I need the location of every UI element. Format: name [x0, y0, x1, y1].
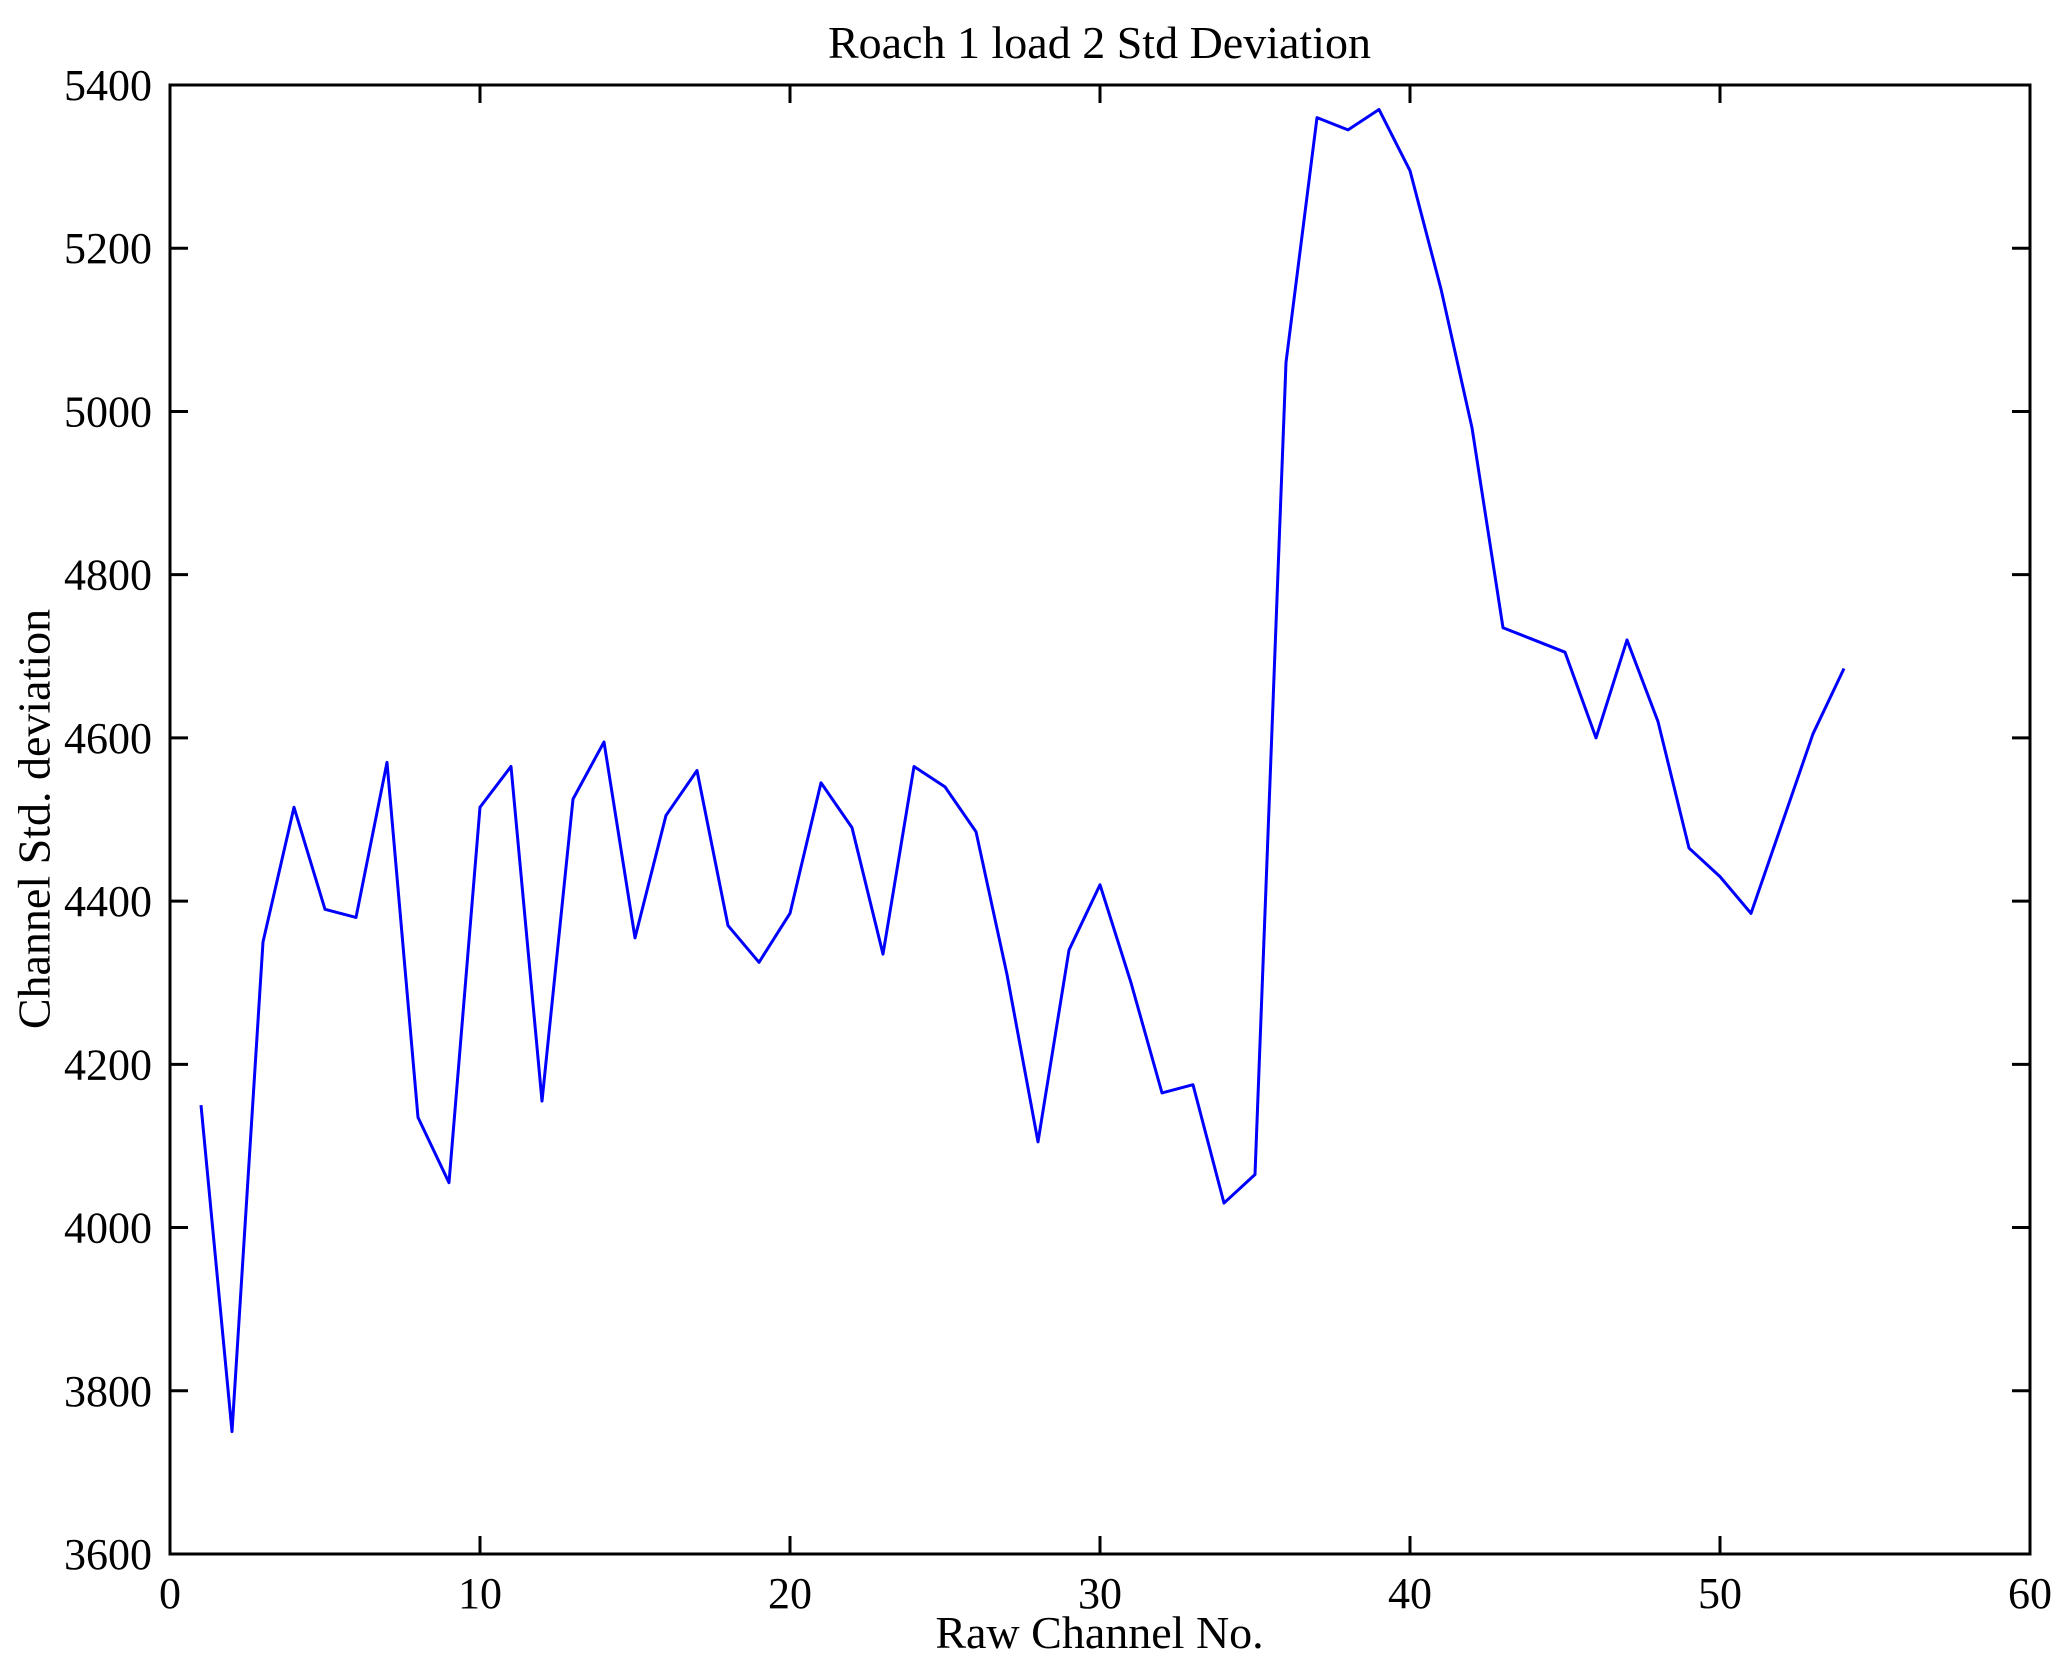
x-tick-label: 10	[458, 1569, 502, 1618]
y-tick-label: 4800	[64, 551, 152, 600]
y-tick-label: 3600	[64, 1530, 152, 1579]
plot-box	[168, 83, 2032, 1556]
y-tick-label: 4000	[64, 1204, 152, 1253]
y-tick-label: 5400	[64, 61, 152, 110]
y-tick-label: 4200	[64, 1040, 152, 1089]
y-tick-label: 5000	[64, 387, 152, 436]
x-axis-label: Raw Channel No.	[935, 1607, 1264, 1658]
y-tick-label: 5200	[64, 224, 152, 273]
y-tick-label: 3800	[64, 1367, 152, 1416]
y-axis-label: Channel Std. deviation	[8, 608, 60, 1030]
x-tick-label: 20	[768, 1569, 812, 1618]
y-tick-label: 4400	[64, 877, 152, 926]
chart-title: Roach 1 load 2 Std Deviation	[828, 17, 1371, 68]
x-tick-label: 0	[159, 1569, 181, 1618]
x-tick-label: 60	[2008, 1569, 2052, 1618]
x-tick-label: 50	[1698, 1569, 1742, 1618]
x-tick-label: 40	[1388, 1569, 1432, 1618]
x-tick-label: 30	[1078, 1569, 1122, 1618]
data-line	[199, 107, 1846, 1434]
y-tick-label: 4600	[64, 714, 152, 763]
